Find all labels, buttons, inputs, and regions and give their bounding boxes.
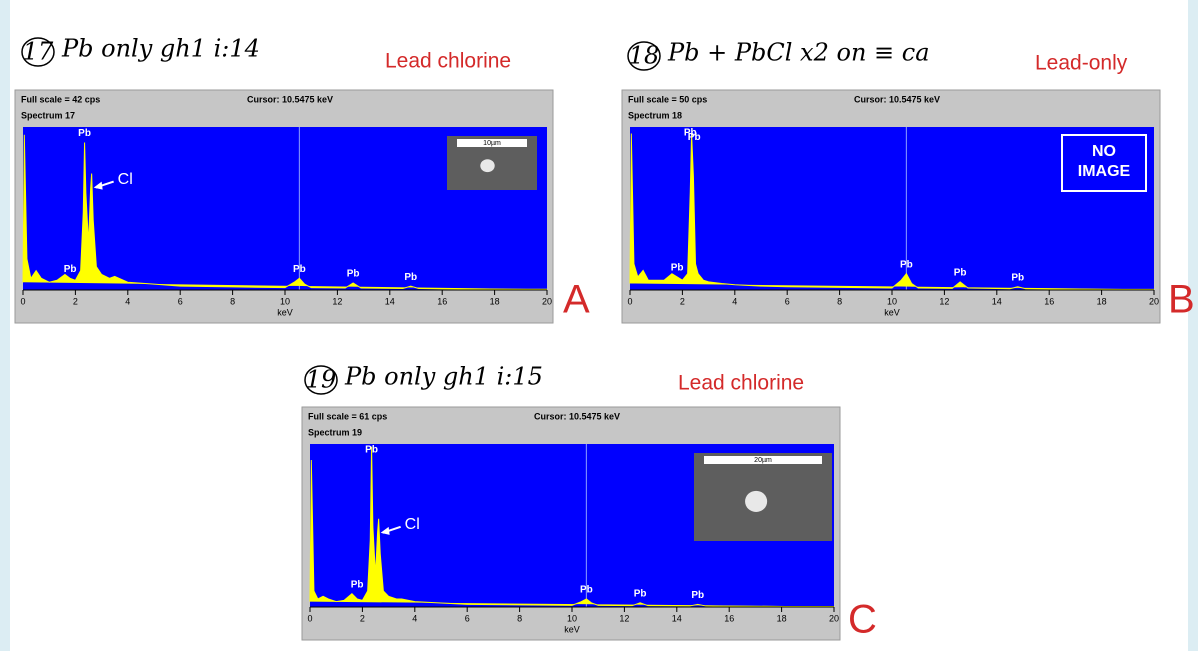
x-tick-label: 18 [1097,296,1107,306]
spectrum-panel: Full scale = 50 cps Cursor: 10.5475 keV Sp… [621,89,1161,324]
x-tick-label: 4 [732,296,737,306]
peak-label: Pb [1011,272,1024,283]
peak-label: Pb [634,588,647,599]
peak-label: Pb [954,267,967,278]
spectrum [309,446,834,607]
panel-letter: B [1168,278,1195,322]
handwritten-note: Pb + PbCl x2 on ≡ ca [667,39,930,67]
x-tick-label: 12 [939,296,949,306]
note-number: 17 [23,38,54,66]
x-tick-label: 0 [307,613,312,623]
panel-title: Lead chlorine [385,50,511,73]
x-tick-label: 20 [542,296,552,306]
x-tick-label: 10 [567,613,577,623]
scale-label: 10µm [483,140,501,147]
x-axis-label: keV [277,307,293,317]
spectrum-label: Spectrum 17 [21,110,75,120]
x-tick-label: 2 [73,296,78,306]
x-axis-label: keV [884,307,900,317]
x-tick-label: 16 [724,613,734,623]
full-scale: Full scale = 42 cps [21,94,100,104]
inset-text: IMAGE [1078,163,1131,180]
arrow-head [380,526,390,535]
x-tick-label: 6 [465,613,470,623]
full-scale: Full scale = 50 cps [628,94,707,104]
peak-label: Pb [404,272,417,283]
cursor-readout: Cursor: 10.5475 keV [854,94,940,104]
x-tick-label: 12 [619,613,629,623]
x-tick-label: 12 [332,296,342,306]
peak-label: Pb [365,445,378,456]
inset-feature [480,159,495,173]
x-tick-label: 16 [437,296,447,306]
handwritten-note: Pb only gh1 i:14 [61,35,260,63]
inset-feature [745,490,768,512]
inset-text: NO [1092,143,1116,160]
scale-label: 20µm [754,457,772,464]
x-tick-label: 4 [412,613,417,623]
spectrum-panel: Full scale = 61 cps Cursor: 10.5475 keV Sp… [301,406,841,641]
annotation: Cl [405,516,420,533]
peak-label: Pb [64,264,77,275]
x-tick-label: 14 [385,296,395,306]
note-number: 19 [306,366,337,394]
x-tick-label: 18 [777,613,787,623]
cursor-readout: Cursor: 10.5475 keV [247,94,333,104]
x-tick-label: 20 [829,613,839,623]
plot-area [630,127,1154,290]
peak-label: Pb [580,585,593,596]
peak-label: Pb [347,269,360,280]
x-tick-label: 14 [992,296,1002,306]
x-tick-label: 20 [1149,296,1159,306]
arrow-head [93,181,103,190]
x-tick-label: 0 [627,296,632,306]
note-circle [304,365,338,395]
x-tick-label: 8 [837,296,842,306]
full-scale: Full scale = 61 cps [308,411,387,421]
note-circle [21,37,55,67]
spectrum-label: Spectrum 18 [628,110,682,120]
peak-label: Pb [684,128,697,139]
x-tick-label: 0 [20,296,25,306]
x-tick-label: 2 [360,613,365,623]
spectrum-label: Spectrum 19 [308,427,362,437]
x-tick-label: 10 [280,296,290,306]
panel-letter: A [563,278,590,322]
note-circle [627,41,661,71]
scale-bar [704,456,822,464]
peak-label: Pb [293,264,306,275]
x-tick-label: 6 [178,296,183,306]
x-tick-label: 2 [680,296,685,306]
x-axis-label: keV [564,624,580,634]
spectrum-panel: Full scale = 42 cps Cursor: 10.5475 keV Sp… [14,89,554,324]
x-tick-label: 10 [887,296,897,306]
peak-label: Pb [900,259,913,270]
peak-label: Pb [688,132,701,143]
x-tick-label: 14 [672,613,682,623]
panel-title: Lead chlorine [678,372,804,395]
x-tick-label: 8 [230,296,235,306]
x-tick-label: 8 [517,613,522,623]
panel-title: Lead-only [1035,52,1128,75]
note-number: 18 [629,42,660,70]
scale-bar [457,139,527,147]
x-tick-label: 4 [125,296,130,306]
peak-label: Pb [78,128,91,139]
panel-letter: C [848,598,877,642]
peak-label: Pb [691,590,704,601]
x-tick-label: 16 [1044,296,1054,306]
handwritten-note: Pb only gh1 i:15 [344,363,543,391]
spectrum [629,133,1154,290]
annotation: Cl [118,171,133,188]
peak-label: Pb [671,263,684,274]
x-tick-label: 18 [490,296,500,306]
cursor-readout: Cursor: 10.5475 keV [534,411,620,421]
peak-label: Pb [351,579,364,590]
x-tick-label: 6 [785,296,790,306]
spectrum [22,134,547,290]
inset-box [1061,134,1147,192]
